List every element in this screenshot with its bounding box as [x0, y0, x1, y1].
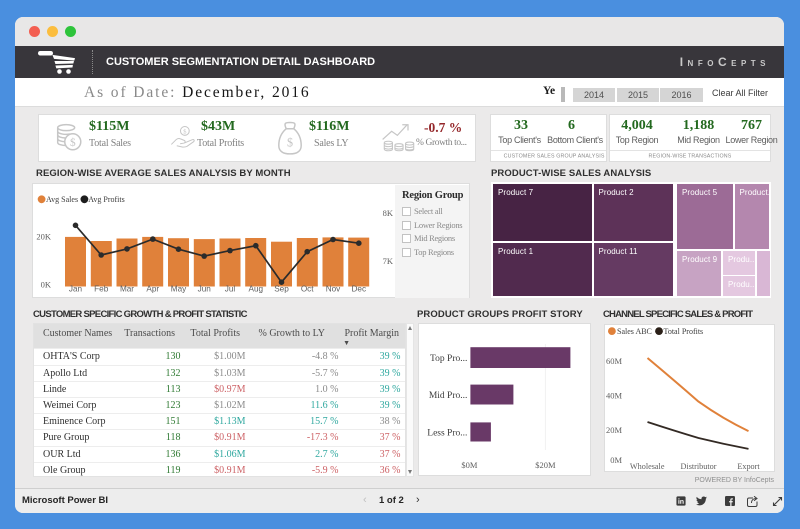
svg-text:May: May: [171, 285, 187, 294]
svg-text:0K: 0K: [41, 279, 52, 289]
svg-text:Distributor: Distributor: [680, 462, 716, 471]
svg-text:40M: 40M: [605, 390, 622, 400]
svg-text:Oct: Oct: [301, 285, 314, 294]
svg-text:Nov: Nov: [326, 285, 341, 294]
svg-text:Mar: Mar: [120, 285, 134, 294]
svg-text:Dec: Dec: [352, 285, 367, 294]
svg-text:8K: 8K: [383, 208, 394, 218]
svg-text:Jun: Jun: [198, 285, 212, 294]
svg-text:Mid Pro...: Mid Pro...: [428, 391, 467, 401]
svg-text:Jul: Jul: [225, 285, 236, 294]
svg-text:Top Pro...: Top Pro...: [430, 354, 467, 364]
svg-text:Avg Sales: Avg Sales: [46, 195, 78, 204]
svg-text:$20M: $20M: [535, 460, 556, 470]
svg-text:Feb: Feb: [94, 285, 109, 294]
svg-text:Avg Profits: Avg Profits: [88, 195, 125, 204]
svg-text:7K: 7K: [383, 256, 394, 266]
svg-text:$0M: $0M: [461, 460, 478, 470]
svg-text:60M: 60M: [605, 356, 622, 366]
svg-text:20K: 20K: [36, 232, 52, 242]
svg-text:Wholesale: Wholesale: [629, 462, 664, 471]
svg-text:Export: Export: [737, 462, 760, 471]
svg-text:Total Profits: Total Profits: [663, 327, 703, 336]
svg-text:Aug: Aug: [249, 285, 264, 294]
svg-text:Sales ABC: Sales ABC: [617, 327, 652, 336]
svg-text:Jan: Jan: [69, 285, 83, 294]
svg-text:Less Pro...: Less Pro...: [427, 429, 467, 439]
svg-text:Apr: Apr: [146, 285, 159, 294]
svg-text:$: $: [70, 137, 76, 149]
svg-text:Sep: Sep: [274, 285, 289, 294]
svg-text:$: $: [183, 128, 186, 135]
svg-text:$: $: [287, 135, 293, 149]
svg-text:0M: 0M: [610, 455, 622, 465]
svg-text:20M: 20M: [605, 425, 622, 435]
